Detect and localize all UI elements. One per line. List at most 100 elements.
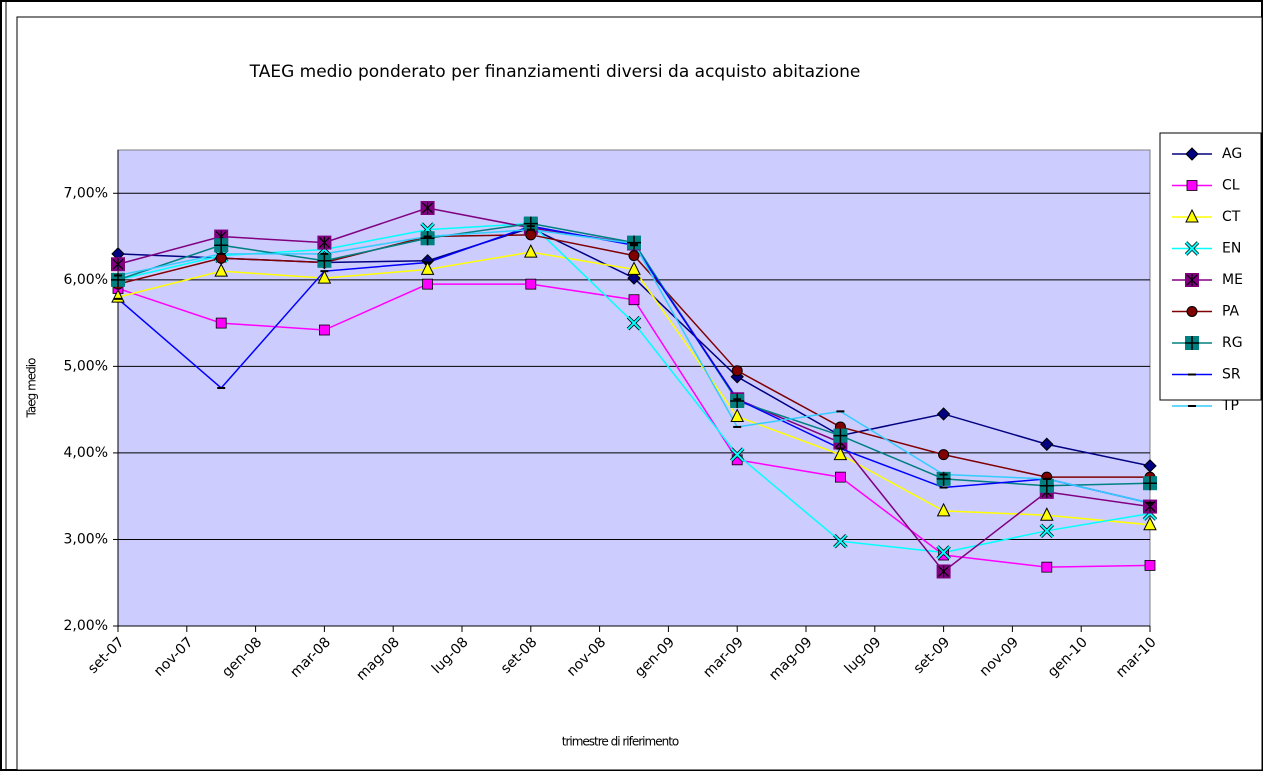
marker-part — [1041, 561, 1053, 573]
marker — [318, 324, 330, 336]
marker — [317, 235, 332, 250]
marker-part — [628, 250, 640, 262]
marker — [1186, 306, 1198, 317]
marker — [1186, 180, 1198, 191]
marker-part — [523, 244, 538, 258]
marker — [1184, 241, 1200, 256]
marker-part — [1186, 274, 1198, 286]
marker — [111, 257, 125, 272]
marker — [1143, 516, 1157, 531]
marker-part — [731, 365, 743, 377]
plot-area — [117, 149, 1151, 627]
marker-part — [1185, 241, 1199, 256]
marker — [731, 365, 743, 377]
marker — [936, 545, 951, 560]
legend-label: CT — [1222, 209, 1241, 225]
marker-part — [938, 449, 950, 461]
legend-label: PA — [1222, 304, 1240, 320]
marker — [420, 261, 435, 275]
marker — [936, 407, 951, 421]
marker — [835, 471, 846, 483]
marker-part — [525, 229, 537, 241]
marker — [214, 238, 229, 253]
marker-part — [214, 238, 229, 253]
y-tick-label: 5,00% — [64, 358, 108, 374]
marker-part — [1185, 147, 1199, 161]
marker-part — [833, 428, 848, 443]
marker — [1039, 478, 1054, 493]
marker-part — [112, 258, 124, 271]
y-tick-label: 7,00% — [64, 185, 108, 201]
marker — [936, 502, 951, 517]
marker-part — [1040, 437, 1054, 451]
marker-part — [730, 393, 745, 408]
marker-part — [833, 534, 848, 548]
marker-part — [1039, 478, 1054, 493]
marker — [833, 428, 848, 443]
marker — [214, 263, 229, 277]
marker-part — [420, 261, 435, 275]
marker — [420, 231, 435, 246]
marker-part — [318, 236, 330, 249]
marker — [523, 244, 538, 258]
marker — [938, 449, 950, 461]
marker-part — [422, 278, 434, 290]
legend-label: CL — [1222, 178, 1240, 194]
marker-part — [317, 253, 332, 268]
y-tick-label: 2,00% — [64, 618, 108, 634]
marker — [936, 564, 951, 579]
marker — [729, 447, 745, 462]
marker-part — [422, 201, 434, 214]
marker-part — [936, 502, 951, 517]
marker-part — [1143, 516, 1157, 531]
marker — [215, 317, 227, 329]
marker-part — [1186, 180, 1198, 191]
marker — [627, 261, 641, 275]
marker — [833, 533, 848, 549]
legend-label: SR — [1222, 367, 1241, 383]
marker — [628, 250, 640, 262]
marker-part — [938, 565, 950, 578]
marker-part — [1185, 336, 1199, 350]
marker-part — [525, 278, 537, 290]
marker — [1040, 437, 1054, 451]
legend-label: RG — [1222, 335, 1243, 351]
marker — [1039, 507, 1054, 521]
legend-label: AG — [1222, 146, 1242, 162]
legend — [1159, 132, 1262, 401]
marker — [525, 278, 537, 290]
marker — [1041, 561, 1053, 573]
marker — [523, 216, 538, 231]
y-tick-label: 4,00% — [64, 445, 108, 461]
marker — [1039, 523, 1055, 539]
marker — [1185, 273, 1199, 287]
marker — [1185, 147, 1199, 161]
x-axis-title: trimestre di riferimento — [562, 735, 679, 749]
marker — [1185, 208, 1199, 223]
marker-part — [1143, 476, 1157, 491]
chart-title: TAEG medio ponderato per finanziamenti d… — [249, 62, 861, 82]
marker-part — [627, 261, 641, 275]
marker-part — [215, 317, 227, 329]
marker — [525, 229, 537, 241]
marker — [627, 271, 641, 285]
marker-part — [835, 471, 846, 483]
marker-part — [936, 407, 951, 421]
y-tick-label: 6,00% — [64, 272, 108, 288]
marker-part — [936, 545, 951, 560]
marker — [628, 294, 640, 306]
marker — [422, 278, 434, 290]
legend-label: TP — [1221, 398, 1239, 414]
legend-label: EN — [1222, 241, 1241, 257]
marker — [730, 393, 745, 408]
marker-part — [730, 447, 744, 462]
marker-part — [628, 294, 640, 306]
marker — [317, 269, 332, 284]
marker-part — [1144, 560, 1156, 571]
marker-part — [833, 446, 848, 461]
y-axis-title: Taeg medio — [25, 358, 39, 419]
marker-part — [1186, 306, 1198, 317]
marker-part — [317, 269, 332, 284]
marker-part — [420, 231, 435, 246]
